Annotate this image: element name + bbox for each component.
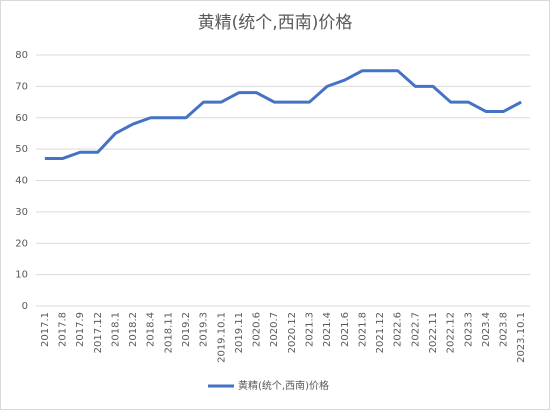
x-tick-label: 2019.11 xyxy=(234,312,245,353)
x-tick-label: 2021.3 xyxy=(304,312,315,347)
x-tick-label: 2019.2 xyxy=(181,312,192,347)
y-tick-label: 50 xyxy=(15,144,28,155)
x-tick-label: 2017.8 xyxy=(57,312,68,347)
y-tick-label: 60 xyxy=(15,113,28,124)
x-tick-label: 2021.8 xyxy=(357,312,368,347)
x-tick-label: 2018.11 xyxy=(163,312,174,353)
x-tick-label: 2020.12 xyxy=(287,312,298,353)
x-tick-label: 2017.1 xyxy=(40,312,51,347)
x-tick-label: 2022.7 xyxy=(410,312,421,347)
y-tick-label: 30 xyxy=(15,207,28,218)
y-tick-label: 10 xyxy=(15,270,28,281)
x-tick-label: 2020.7 xyxy=(269,312,280,347)
x-tick-label: 2021.4 xyxy=(322,312,333,347)
chart-title: 黄精(统个,西南)价格 xyxy=(198,13,353,33)
x-tick-label: 2021.12 xyxy=(375,312,386,353)
x-tick-label: 2023.8 xyxy=(499,312,510,347)
y-tick-label: 0 xyxy=(22,301,28,312)
x-tick-label: 2023.4 xyxy=(481,312,492,347)
x-tick-label: 2017.12 xyxy=(93,312,104,353)
x-tick-label: 2020.6 xyxy=(252,312,263,347)
x-tick-label: 2023.10.1 xyxy=(516,312,527,363)
x-tick-label: 2023.3 xyxy=(463,312,474,347)
y-tick-label: 70 xyxy=(15,81,28,92)
x-tick-label: 2018.1 xyxy=(110,312,121,347)
x-tick-label: 2018.4 xyxy=(146,312,157,347)
line xyxy=(44,69,522,161)
y-tick-label: 80 xyxy=(15,50,28,61)
y-tick-label: 40 xyxy=(15,176,28,187)
x-tick-label: 2019.3 xyxy=(199,312,210,347)
x-tick-label: 2022.12 xyxy=(446,312,457,353)
x-tick-label: 2018.2 xyxy=(128,312,139,347)
x-tick-label: 2019.10.1 xyxy=(216,312,227,363)
legend-label: 黄精(统个,西南)价格 xyxy=(238,379,329,392)
x-tick-label: 2017.9 xyxy=(75,312,86,347)
y-tick-label: 20 xyxy=(15,238,28,249)
x-tick-label: 2022.11 xyxy=(428,312,439,353)
x-tick-label: 2021.6 xyxy=(340,312,351,347)
x-tick-label: 2022.6 xyxy=(393,312,404,347)
